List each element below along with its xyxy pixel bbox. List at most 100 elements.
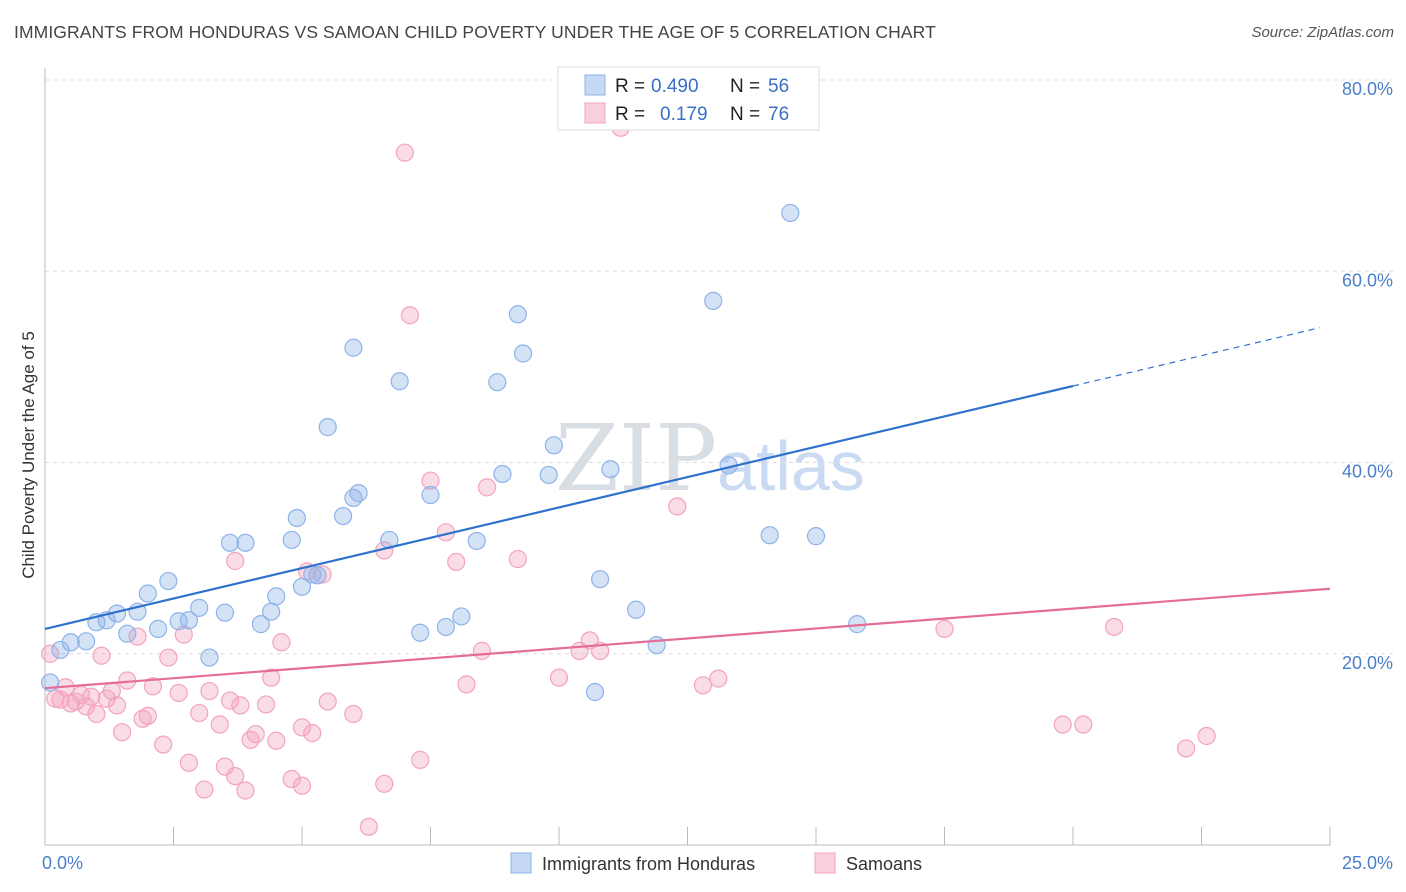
samoans-point [159, 648, 178, 667]
honduras-point [493, 464, 512, 484]
honduras-point [236, 533, 255, 552]
samoans-point [1053, 715, 1072, 734]
honduras-point [267, 587, 286, 606]
stats-n-value-2: 76 [768, 104, 789, 125]
y-tick-label: 40.0% [1342, 462, 1393, 482]
watermark: ZIP atlas [555, 405, 865, 512]
samoans-point [226, 551, 245, 571]
honduras-point [806, 527, 826, 546]
honduras-point [282, 530, 301, 550]
samoans-point [190, 703, 209, 723]
samoans-point [179, 753, 199, 772]
honduras-point [61, 633, 80, 652]
honduras-point [601, 460, 620, 479]
y-tick-label: 60.0% [1342, 270, 1393, 290]
samoans-point [709, 669, 728, 688]
honduras-point [591, 570, 610, 589]
axes [44, 68, 1331, 846]
honduras-point [200, 648, 219, 667]
honduras-point [77, 632, 96, 651]
stats-swatch-honduras [584, 74, 606, 96]
samoans-point [92, 646, 111, 665]
honduras-point [179, 611, 199, 630]
honduras-point [544, 436, 563, 455]
honduras-point [292, 577, 312, 596]
stats-r-label-1: R = [615, 76, 645, 97]
y-tick-labels: 20.0% 40.0% 60.0% 80.0% [1342, 79, 1393, 673]
honduras-point [318, 418, 337, 437]
x-tick-label: 0.0% [42, 853, 83, 873]
honduras-point [148, 619, 168, 638]
honduras-point [421, 485, 440, 505]
samoans-point [1105, 617, 1124, 637]
honduras-point [411, 623, 430, 642]
samoans-point [359, 817, 378, 836]
honduras-point [585, 682, 605, 702]
samoans-point [231, 696, 250, 715]
stats-r-value-2: 0.179 [660, 104, 708, 125]
honduras-point [220, 533, 240, 552]
samoans-point [411, 750, 430, 769]
legend-label-samoans: Samoans [846, 854, 922, 874]
samoans-point [169, 683, 188, 703]
samoans-point [256, 695, 276, 714]
honduras-point [51, 640, 70, 660]
samoans-trend-line [44, 587, 1331, 690]
series-legend: Immigrants from Honduras Samoans [510, 852, 922, 874]
honduras-point [436, 617, 456, 637]
honduras-point [159, 571, 178, 591]
samoans-point [395, 143, 414, 162]
samoans-point [133, 709, 152, 728]
grid [45, 79, 1393, 655]
honduras-point [647, 636, 666, 655]
honduras-point [539, 465, 558, 485]
legend-swatch-samoans [814, 852, 836, 874]
samoans-point [292, 776, 312, 795]
x-tick-label: 25.0% [1342, 853, 1393, 873]
trend-lines [44, 327, 1331, 690]
samoans-point [174, 625, 193, 644]
chart-title: IMMIGRANTS FROM HONDURAS VS SAMOAN CHILD… [14, 22, 936, 42]
samoans-point [241, 730, 260, 749]
samoans-point [246, 724, 265, 744]
samoans-point [112, 723, 132, 742]
y-tick-label: 80.0% [1342, 79, 1393, 99]
stats-n-value-1: 56 [768, 76, 789, 97]
samoans-point [200, 681, 219, 701]
samoans-point [318, 692, 337, 711]
honduras-point [344, 338, 363, 357]
honduras-trend-extension [1072, 327, 1320, 387]
honduras-point [118, 624, 137, 643]
samoans-point [77, 697, 96, 716]
samoans-point [143, 677, 163, 696]
samoans-point [220, 691, 240, 710]
samoans-point [195, 780, 214, 799]
watermark-zip: ZIP [555, 405, 717, 512]
stats-r-label-2: R = [615, 104, 645, 125]
honduras-point [308, 566, 327, 585]
samoans-point [313, 565, 332, 584]
samoans-point [668, 497, 687, 516]
samoans-point [128, 627, 147, 646]
stats-r-value-1: 0.490 [651, 76, 699, 97]
legend-label-honduras: Immigrants from Honduras [542, 854, 755, 874]
honduras-point [334, 506, 353, 526]
chart-source: Source: ZipAtlas.com [1251, 24, 1394, 41]
samoans-point [457, 675, 476, 694]
honduras-point [488, 373, 507, 392]
honduras-points [41, 203, 867, 702]
honduras-point [262, 602, 281, 621]
x-tick-labels: 0.0% 25.0% [42, 853, 1393, 873]
samoans-point [1176, 739, 1196, 758]
samoans-point [693, 676, 713, 695]
honduras-point [287, 508, 306, 528]
stats-swatch-samoans [584, 102, 606, 124]
samoans-point [421, 471, 440, 490]
samoans-point [400, 306, 420, 325]
samoans-point [477, 478, 497, 497]
stats-legend: R = 0.490 N = 56 R = 0.179 N = 76 [557, 66, 820, 131]
honduras-point [251, 615, 270, 634]
samoans-point [87, 704, 106, 724]
samoans-point [210, 715, 229, 734]
